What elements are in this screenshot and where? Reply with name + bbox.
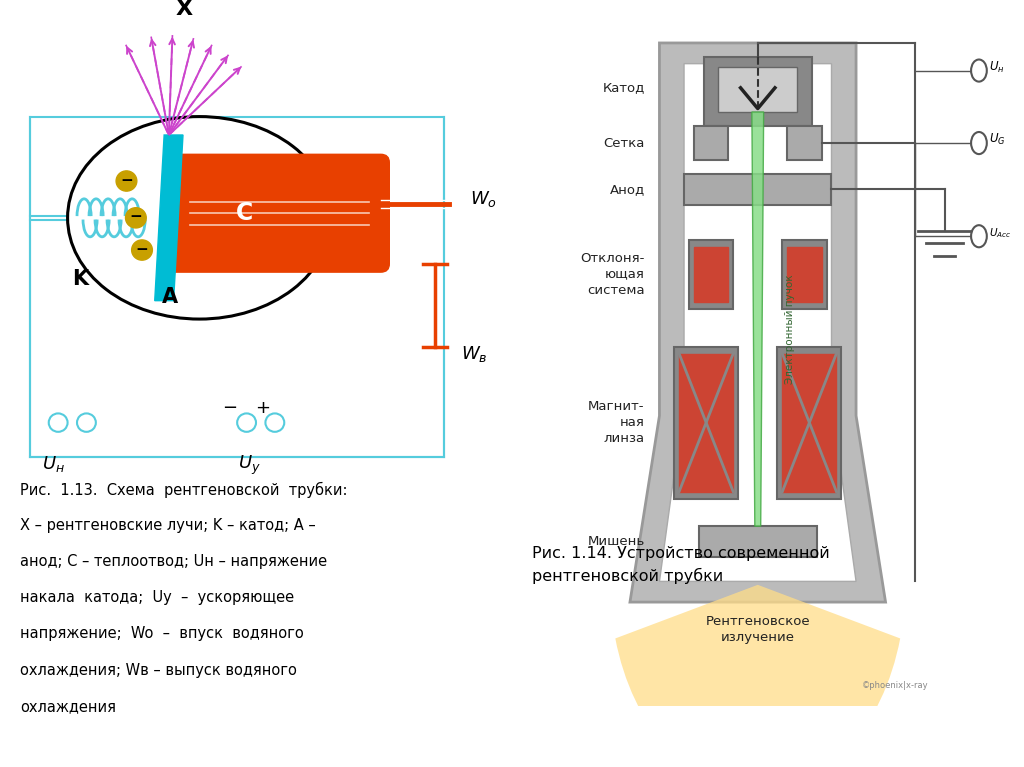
FancyBboxPatch shape xyxy=(694,247,728,302)
Text: напряжение;  Wo  –  впуск  водяного: напряжение; Wo – впуск водяного xyxy=(20,627,304,641)
Text: Рентгеновское
излучение: Рентгеновское излучение xyxy=(706,615,810,644)
Text: Рис.  1.13.  Схема  рентгеновской  трубки:: Рис. 1.13. Схема рентгеновской трубки: xyxy=(20,482,348,498)
FancyBboxPatch shape xyxy=(165,154,389,272)
Text: $W_о$: $W_о$ xyxy=(470,189,498,209)
Text: Сетка: Сетка xyxy=(603,137,645,150)
Text: охлаждения: охлаждения xyxy=(20,699,117,714)
Circle shape xyxy=(116,171,137,191)
Circle shape xyxy=(971,225,987,247)
Text: анод; C – теплоотвод; Uн – напряжение: анод; C – теплоотвод; Uн – напряжение xyxy=(20,554,328,569)
FancyBboxPatch shape xyxy=(689,240,733,309)
Text: K: K xyxy=(73,268,88,288)
FancyBboxPatch shape xyxy=(684,174,831,206)
Text: −: − xyxy=(135,242,148,257)
Ellipse shape xyxy=(68,117,332,319)
Polygon shape xyxy=(659,64,856,581)
Text: Электронный пучок: Электронный пучок xyxy=(784,275,795,384)
Text: −: − xyxy=(129,209,142,225)
FancyBboxPatch shape xyxy=(694,126,728,160)
Text: охлаждения; Wв – выпуск водяного: охлаждения; Wв – выпуск водяного xyxy=(20,663,297,678)
Text: $U_{н}$: $U_{н}$ xyxy=(42,453,65,474)
FancyBboxPatch shape xyxy=(703,57,812,126)
FancyBboxPatch shape xyxy=(787,126,821,160)
Text: +: + xyxy=(256,400,270,417)
FancyBboxPatch shape xyxy=(679,354,733,492)
Circle shape xyxy=(132,240,153,260)
Text: $U_G$: $U_G$ xyxy=(989,132,1006,147)
Text: $W_в$: $W_в$ xyxy=(461,344,487,364)
Circle shape xyxy=(238,413,256,432)
FancyBboxPatch shape xyxy=(787,247,821,302)
Polygon shape xyxy=(155,135,183,301)
FancyBboxPatch shape xyxy=(777,347,842,499)
Circle shape xyxy=(49,413,68,432)
Polygon shape xyxy=(752,112,764,526)
Circle shape xyxy=(971,60,987,81)
FancyBboxPatch shape xyxy=(674,347,738,499)
Text: $U_н$: $U_н$ xyxy=(989,60,1005,74)
Circle shape xyxy=(126,208,146,228)
Text: X: X xyxy=(176,0,194,19)
Text: Мишень: Мишень xyxy=(588,535,645,548)
Text: −: − xyxy=(222,400,238,417)
Polygon shape xyxy=(630,43,886,602)
Text: Катод: Катод xyxy=(602,81,645,94)
Text: Рис. 1.14. Устройство современной
рентгеновской трубки: Рис. 1.14. Устройство современной рентге… xyxy=(532,546,830,584)
Circle shape xyxy=(971,132,987,154)
Circle shape xyxy=(77,413,96,432)
Text: накала  катода;  Uу  –  ускоряющее: накала катода; Uу – ускоряющее xyxy=(20,591,295,605)
Text: −: − xyxy=(120,173,133,188)
FancyBboxPatch shape xyxy=(782,240,826,309)
Text: A: A xyxy=(162,287,178,307)
Text: Анод: Анод xyxy=(609,183,645,196)
Text: ©phoenix|x-ray: ©phoenix|x-ray xyxy=(862,681,929,690)
FancyBboxPatch shape xyxy=(698,526,817,557)
Text: $U_{у}$: $U_{у}$ xyxy=(238,453,260,476)
Text: X – рентгеновские лучи; K – катод; A –: X – рентгеновские лучи; K – катод; A – xyxy=(20,518,316,533)
FancyBboxPatch shape xyxy=(782,354,837,492)
Text: Магнит-
ная
линза: Магнит- ная линза xyxy=(588,400,645,445)
Text: C: C xyxy=(236,201,253,225)
FancyBboxPatch shape xyxy=(719,67,797,112)
Text: Отклоня-
ющая
система: Отклоня- ющая система xyxy=(581,252,645,297)
Wedge shape xyxy=(615,585,900,767)
Text: $U_{Acc}$: $U_{Acc}$ xyxy=(989,226,1012,239)
Circle shape xyxy=(265,413,285,432)
